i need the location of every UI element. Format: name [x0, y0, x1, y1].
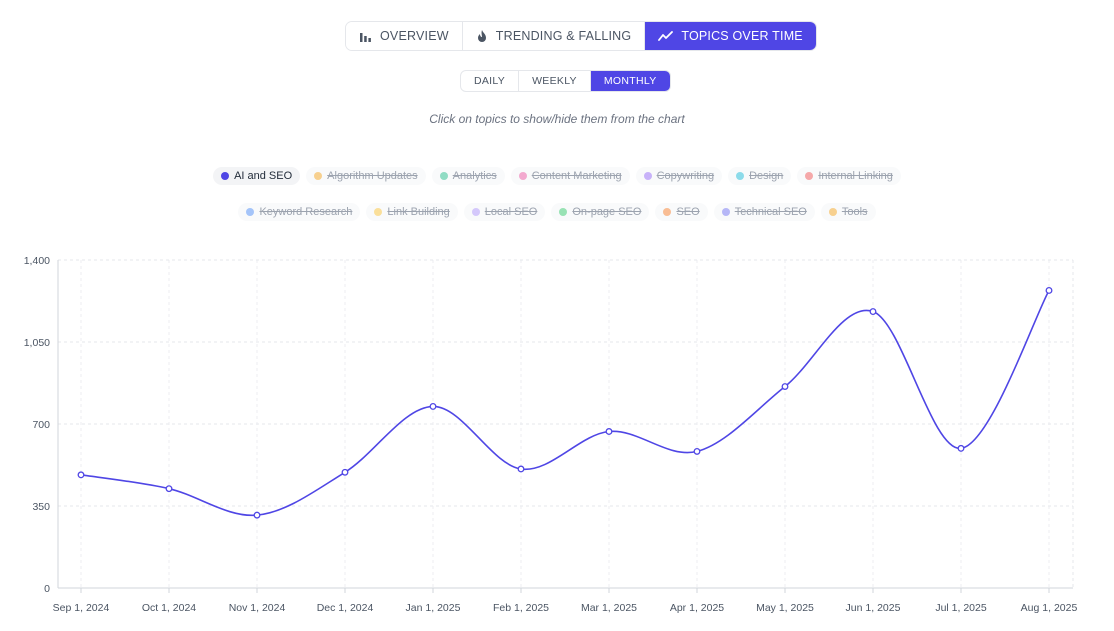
topic-color-dot: [643, 172, 652, 180]
topic-label: Link Building: [387, 206, 450, 218]
topic-color-dot: [246, 208, 255, 216]
x-tick-label: Aug 1, 2025: [1021, 602, 1078, 614]
topic-toggle[interactable]: Link Building: [366, 203, 458, 221]
topic-toggle[interactable]: Tools: [820, 203, 876, 221]
data-point: [253, 511, 261, 519]
data-point: [869, 308, 877, 315]
topic-label: SEO: [676, 206, 700, 218]
tab-label: TOPICS OVER TIME: [681, 29, 803, 43]
legend-hint: Click on topics to show/hide them from t…: [429, 112, 685, 126]
topic-label: On-page SEO: [572, 206, 642, 218]
period-daily[interactable]: DAILY: [461, 71, 520, 91]
x-tick-label: Nov 1, 2024: [229, 602, 286, 614]
topic-toggle[interactable]: Analytics: [431, 167, 505, 185]
data-point: [693, 447, 701, 455]
topic-toggle[interactable]: On-page SEO: [551, 203, 650, 221]
topics-line-chart: 0 350 700 1,050 1,400 Sep 1, 2024 Oct 1, 2024 N…: [24, 255, 1078, 614]
topic-legend-row-2: Keyword Research Link Building Local SEO On…: [0, 203, 1114, 221]
topic-toggle[interactable]: Content Marketing: [510, 167, 630, 185]
x-tick-label: Dec 1, 2024: [317, 602, 374, 614]
topic-toggle[interactable]: Algorithm Updates: [306, 167, 426, 185]
data-point: [957, 444, 965, 452]
topic-color-dot: [805, 172, 814, 180]
topic-label: Keyword Research: [259, 206, 353, 218]
topic-label: Algorithm Updates: [327, 170, 418, 182]
y-tick-label: 1,400: [24, 255, 50, 267]
topic-color-dot: [374, 208, 383, 216]
topic-toggle[interactable]: Internal Linking: [797, 167, 901, 185]
tab-trending-falling[interactable]: TRENDING & FALLING: [462, 22, 646, 50]
x-tick-label: Sep 1, 2024: [53, 602, 110, 614]
data-point: [1045, 287, 1053, 294]
topic-label: Content Marketing: [531, 170, 622, 182]
data-point: [341, 468, 349, 476]
topic-color-dot: [221, 172, 230, 180]
y-tick-label: 0: [44, 583, 50, 595]
period-monthly[interactable]: MONTHLY: [590, 71, 670, 91]
x-tick-label: Feb 1, 2025: [493, 602, 549, 614]
topic-toggle[interactable]: Design: [728, 167, 792, 185]
topic-label: Analytics: [452, 170, 497, 182]
topic-label: Internal Linking: [818, 170, 893, 182]
topic-color-dot: [721, 208, 730, 216]
topic-legend-row-1: AI and SEO Algorithm Updates Analytics Cont…: [0, 167, 1114, 185]
topic-color-dot: [828, 208, 837, 216]
x-tick-label: Oct 1, 2024: [142, 602, 196, 614]
x-tick-label: Jun 1, 2025: [846, 602, 901, 614]
bar-chart-icon: [359, 30, 372, 43]
topic-color-dot: [314, 172, 323, 180]
topic-color-dot: [559, 208, 568, 216]
tab-topics-over-time[interactable]: TOPICS OVER TIME: [645, 22, 816, 50]
flame-icon: [476, 29, 488, 43]
topic-toggle[interactable]: Technical SEO: [713, 203, 815, 221]
period-toggle: DAILY WEEKLY MONTHLY: [460, 70, 671, 92]
tab-label: OVERVIEW: [380, 29, 449, 43]
topic-color-dot: [439, 172, 448, 180]
x-tick-label: Jul 1, 2025: [935, 602, 987, 614]
topic-toggle[interactable]: Local SEO: [463, 203, 546, 221]
x-tick-label: May 1, 2025: [756, 602, 814, 614]
data-point: [165, 485, 173, 493]
topic-label: Design: [749, 170, 784, 182]
topic-label: Tools: [841, 206, 868, 218]
data-point: [517, 465, 525, 473]
tab-label: TRENDING & FALLING: [495, 29, 632, 43]
trend-line-icon: [658, 30, 674, 42]
tab-overview[interactable]: OVERVIEW: [346, 22, 463, 50]
data-point: [77, 471, 85, 479]
y-tick-label: 350: [32, 501, 50, 513]
topic-toggle[interactable]: Copywriting: [635, 167, 723, 185]
topic-label: Local SEO: [484, 206, 538, 218]
topic-label: Technical SEO: [734, 206, 807, 218]
y-tick-label: 700: [32, 419, 50, 431]
topic-toggle[interactable]: AI and SEO: [213, 167, 301, 185]
topic-color-dot: [663, 208, 672, 216]
data-point: [781, 383, 789, 390]
topic-label: Copywriting: [656, 170, 715, 182]
data-point: [429, 402, 437, 410]
topic-color-dot: [471, 208, 480, 216]
topic-toggle[interactable]: SEO: [655, 203, 708, 221]
x-tick-label: Mar 1, 2025: [581, 602, 637, 614]
x-tick-label: Jan 1, 2025: [406, 602, 461, 614]
topic-color-dot: [518, 172, 527, 180]
period-weekly[interactable]: WEEKLY: [519, 71, 591, 91]
series-line: [80, 290, 1050, 517]
view-tabs: OVERVIEW TRENDING & FALLING TOPICS OVER …: [345, 21, 817, 51]
topic-toggle[interactable]: Keyword Research: [238, 203, 361, 221]
y-tick-label: 1,050: [24, 337, 50, 349]
x-tick-label: Apr 1, 2025: [670, 602, 724, 614]
data-point: [605, 428, 613, 435]
topic-color-dot: [736, 172, 745, 180]
topic-label: AI and SEO: [234, 170, 293, 182]
